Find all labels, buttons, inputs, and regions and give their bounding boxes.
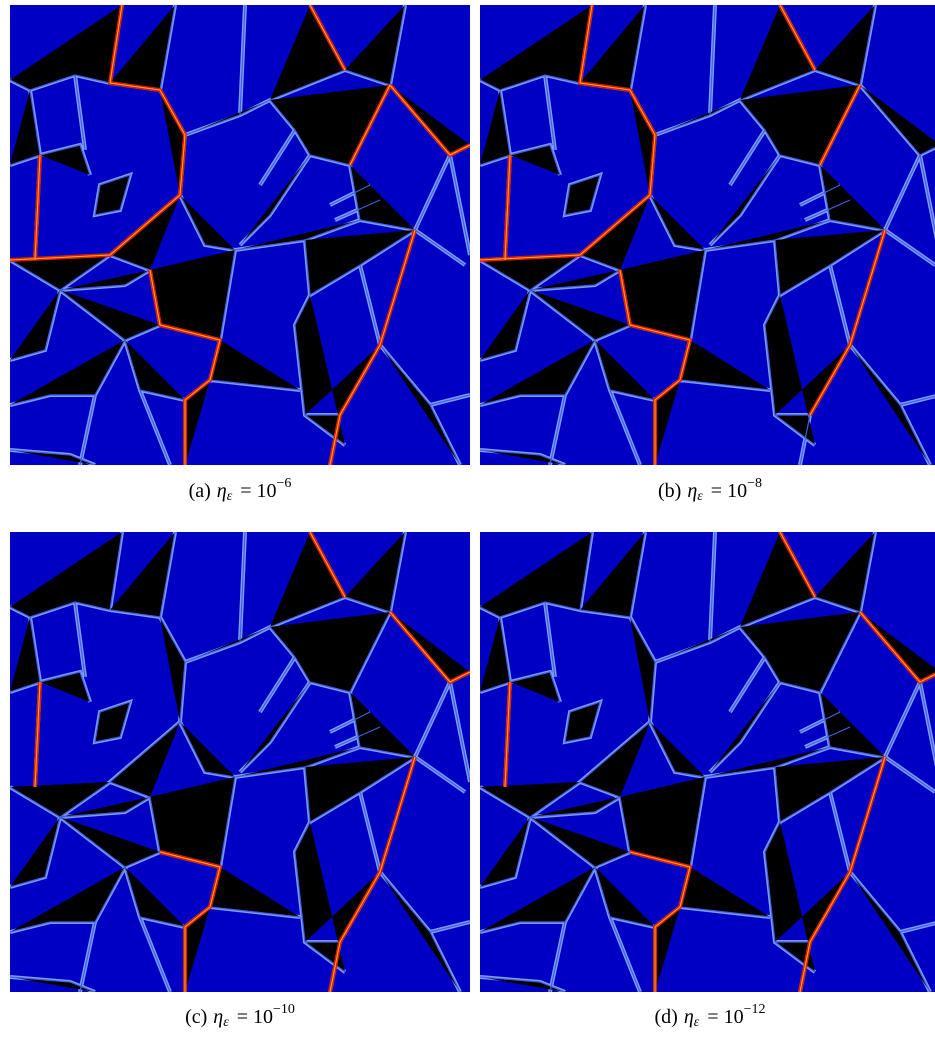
caption-exponent: −12: [744, 1002, 766, 1017]
panel-image: [10, 532, 470, 992]
caption-relation: = 10: [707, 1006, 743, 1028]
caption-symbol: η: [217, 480, 227, 502]
caption-exponent: −10: [273, 1002, 295, 1017]
caption: (c) ηε = 10−10: [185, 1002, 295, 1030]
panel-image: [480, 5, 935, 465]
caption-label: (d): [655, 1006, 678, 1028]
panel-image: [10, 5, 470, 465]
caption-subscript: ε: [223, 1015, 229, 1030]
panel-image: [480, 532, 935, 992]
caption-exponent: −8: [747, 476, 762, 491]
caption-relation: = 10: [711, 480, 747, 502]
caption-relation: = 10: [237, 1006, 273, 1028]
caption-symbol: η: [684, 1006, 694, 1028]
caption: (d) ηε = 10−12: [655, 1002, 766, 1030]
caption-label: (a): [189, 480, 211, 502]
caption-symbol: η: [213, 1006, 223, 1028]
caption: (b) ηε = 10−8: [658, 476, 762, 504]
caption-symbol: η: [687, 480, 697, 502]
caption-label: (c): [185, 1006, 207, 1028]
caption-relation: = 10: [240, 480, 276, 502]
caption-subscript: ε: [227, 489, 233, 504]
caption: (a) ηε = 10−6: [189, 476, 292, 504]
caption-label: (b): [658, 480, 681, 502]
caption-subscript: ε: [697, 489, 703, 504]
caption-subscript: ε: [694, 1015, 700, 1030]
caption-exponent: −6: [277, 476, 292, 491]
